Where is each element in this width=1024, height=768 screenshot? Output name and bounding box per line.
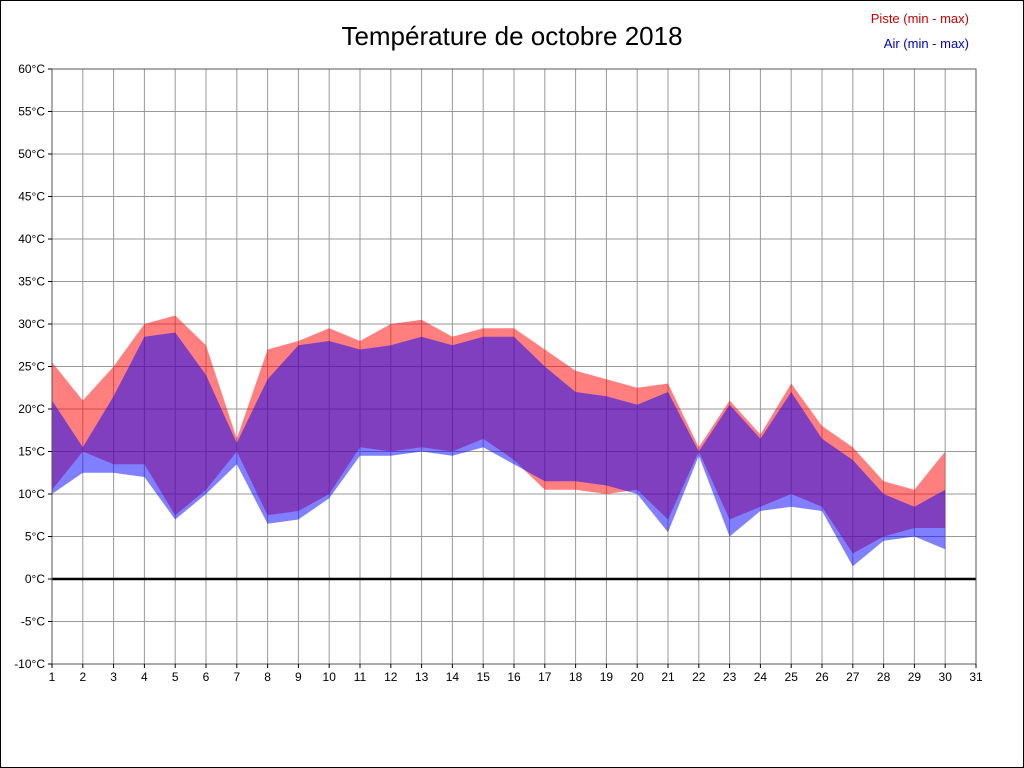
x-tick-label: 31	[969, 670, 983, 684]
legend-item-air: Air (min - max)	[883, 36, 969, 51]
x-tick-label: 25	[785, 670, 799, 684]
x-tick-label: 11	[354, 670, 367, 684]
x-tick-label: 14	[446, 670, 460, 684]
x-tick-label: 17	[538, 670, 552, 684]
x-tick-label: 19	[600, 670, 614, 684]
y-tick-label: 45°C	[18, 190, 45, 204]
x-tick-label: 29	[908, 670, 922, 684]
y-tick-label: 25°C	[18, 360, 45, 374]
y-tick-label: 55°C	[18, 105, 45, 119]
y-tick-label: 35°C	[18, 275, 45, 289]
chart-legend: Piste (min - max) Air (min - max)	[871, 11, 969, 61]
x-tick-label: 24	[754, 670, 768, 684]
y-tick-label: -5°C	[21, 615, 45, 629]
chart-title: Température de octobre 2018	[341, 21, 683, 51]
x-tick-label: 5	[172, 670, 179, 684]
x-tick-label: 6	[203, 670, 210, 684]
y-tick-label: 0°C	[25, 572, 45, 586]
x-tick-label: 16	[507, 670, 521, 684]
x-tick-label: 3	[110, 670, 117, 684]
y-tick-label: 5°C	[25, 530, 45, 544]
x-tick-label: 8	[264, 670, 271, 684]
x-tick-label: 4	[141, 670, 148, 684]
x-tick-label: 30	[939, 670, 953, 684]
y-tick-label: 40°C	[18, 232, 45, 246]
y-tick-label: 20°C	[18, 402, 45, 416]
y-tick-label: 10°C	[18, 487, 45, 501]
y-tick-label: -10°C	[14, 657, 45, 671]
air-band	[52, 332, 946, 567]
x-tick-label: 10	[323, 670, 337, 684]
x-tick-label: 20	[631, 670, 645, 684]
x-tick-label: 21	[661, 670, 675, 684]
x-tick-label: 1	[49, 670, 56, 684]
x-tick-label: 18	[569, 670, 583, 684]
x-tick-label: 2	[79, 670, 86, 684]
x-tick-label: 9	[295, 670, 302, 684]
x-tick-label: 15	[477, 670, 491, 684]
x-tick-label: 22	[692, 670, 706, 684]
y-tick-label: 50°C	[18, 147, 45, 161]
x-tick-label: 28	[877, 670, 891, 684]
y-tick-label: 60°C	[18, 62, 45, 76]
x-tick-label: 23	[723, 670, 737, 684]
y-tick-label: 30°C	[18, 317, 45, 331]
x-tick-label: 27	[846, 670, 860, 684]
legend-item-piste: Piste (min - max)	[870, 11, 969, 26]
y-tick-label: 15°C	[18, 445, 45, 459]
x-tick-label: 26	[815, 670, 829, 684]
x-tick-label: 12	[384, 670, 398, 684]
x-tick-label: 7	[233, 670, 240, 684]
x-tick-label: 13	[415, 670, 429, 684]
